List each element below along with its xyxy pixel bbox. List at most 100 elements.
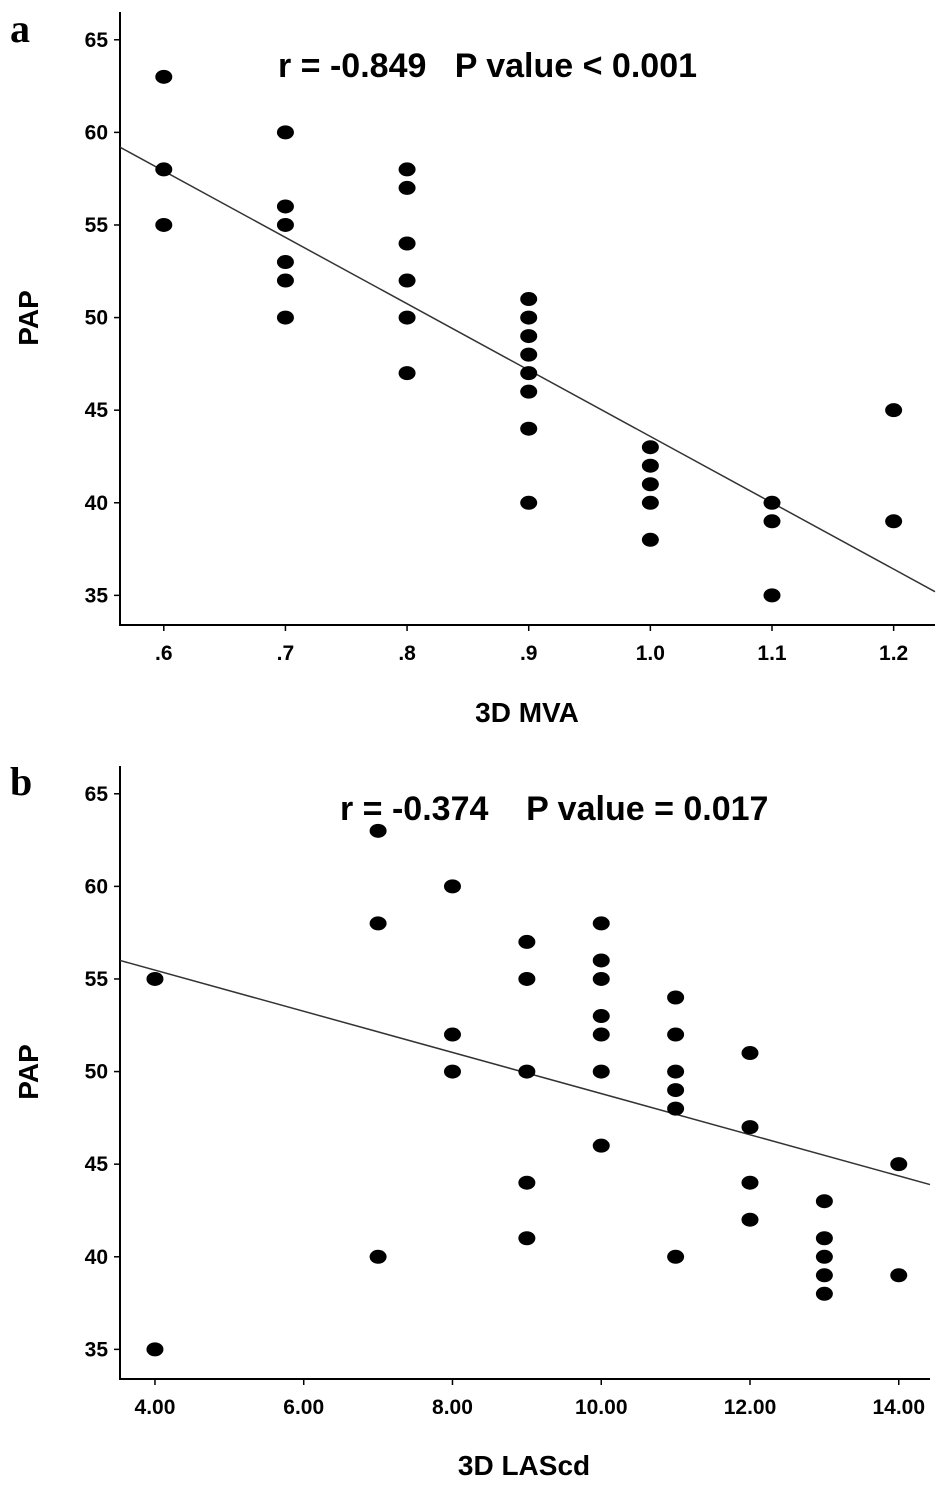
data-point-a: [520, 329, 538, 344]
data-point-b: [815, 1286, 833, 1301]
data-point-a: [641, 477, 659, 492]
data-point-a: [520, 495, 538, 510]
data-point-b: [741, 1175, 759, 1190]
data-point-a: [641, 458, 659, 473]
data-point-a: [520, 310, 538, 325]
panel-a: a r = -0.849 P value < 0.001 3D MVA PAP …: [10, 6, 936, 728]
data-point-b: [815, 1249, 833, 1264]
data-point-a: [155, 162, 173, 177]
data-point-b: [443, 1027, 461, 1042]
x-tick-label-a: .6: [155, 642, 173, 665]
data-point-a: [641, 532, 659, 547]
data-point-a: [763, 514, 781, 529]
data-point-a: [641, 495, 659, 510]
panel-b: b r = -0.374 P value = 0.017 3D LAScd PA…: [10, 759, 931, 1481]
x-axis-title-b: 3D LAScd: [458, 1450, 590, 1481]
x-tick-label-a: 1.0: [636, 642, 665, 665]
data-point-b: [815, 1194, 833, 1209]
y-tick-label-a: 60: [85, 121, 108, 144]
x-tick-label-a: .8: [398, 642, 416, 665]
data-point-b: [815, 1268, 833, 1283]
data-point-a: [520, 384, 538, 399]
data-point-a: [763, 495, 781, 510]
data-point-b: [592, 1138, 610, 1153]
data-point-b: [890, 1157, 908, 1172]
data-point-a: [276, 199, 294, 214]
data-point-a: [398, 273, 416, 288]
y-tick-label-a: 55: [85, 214, 109, 237]
y-axis-title-a: PAP: [13, 290, 44, 346]
correlation-annotation-b: r = -0.374 P value = 0.017: [340, 790, 768, 828]
y-axis-title-b: PAP: [13, 1044, 44, 1100]
data-point-b: [667, 1027, 685, 1042]
data-point-b: [443, 1064, 461, 1079]
y-tick-label-b: 60: [85, 875, 108, 898]
y-tick-label-b: 65: [85, 783, 109, 806]
data-point-a: [155, 217, 173, 232]
x-tick-label-a: 1.2: [879, 642, 908, 665]
x-tick-label-a: .9: [520, 642, 538, 665]
x-tick-label-b: 12.00: [724, 1396, 777, 1419]
y-tick-label-a: 50: [85, 307, 108, 330]
data-point-b: [592, 916, 610, 931]
data-point-b: [518, 934, 536, 949]
y-tick-label-b: 40: [85, 1246, 108, 1269]
data-point-a: [520, 366, 538, 381]
data-point-a: [155, 69, 173, 84]
correlation-annotation-a: r = -0.849 P value < 0.001: [278, 47, 697, 85]
data-point-a: [885, 403, 903, 418]
ticks-b: 4.00 6.00 8.00 10.00 12.00 14.00 35 40 45 50 55 60 6…: [85, 783, 925, 1419]
data-point-b: [518, 1231, 536, 1246]
x-tick-label-b: 14.00: [872, 1396, 925, 1419]
data-point-b: [592, 971, 610, 986]
ticks-a: .6 .7 .8 .9 1.0 1.1 1.2 35 40 45 50 55 60 65: [85, 29, 909, 665]
panel-label-b: b: [10, 759, 32, 804]
data-point-a: [885, 514, 903, 529]
y-tick-label-b: 55: [85, 968, 109, 991]
x-axis-title-a: 3D MVA: [475, 697, 579, 728]
data-point-b: [592, 1009, 610, 1024]
data-point-a: [398, 366, 416, 381]
data-point-b: [667, 1101, 685, 1116]
data-point-b: [815, 1231, 833, 1246]
x-tick-label-b: 4.00: [135, 1396, 176, 1419]
data-point-b: [146, 971, 164, 986]
data-point-b: [741, 1212, 759, 1227]
x-tick-label-a: 1.1: [757, 642, 787, 665]
data-points-b: [146, 823, 908, 1357]
data-point-a: [276, 273, 294, 288]
data-point-b: [667, 990, 685, 1005]
x-tick-label-b: 8.00: [432, 1396, 473, 1419]
data-point-a: [276, 255, 294, 270]
data-point-b: [667, 1083, 685, 1098]
data-point-a: [763, 588, 781, 603]
data-point-b: [592, 1064, 610, 1079]
y-tick-label-b: 45: [85, 1153, 109, 1176]
x-tick-label-b: 10.00: [575, 1396, 628, 1419]
data-point-b: [443, 879, 461, 894]
data-point-a: [276, 310, 294, 325]
data-point-a: [276, 125, 294, 140]
data-point-b: [741, 1120, 759, 1135]
data-point-a: [520, 292, 538, 307]
data-point-a: [520, 347, 538, 362]
y-tick-label-b: 50: [85, 1061, 108, 1084]
panel-label-a: a: [10, 6, 30, 51]
y-tick-label-a: 40: [85, 492, 108, 515]
data-point-b: [146, 1342, 164, 1357]
data-point-a: [520, 421, 538, 436]
data-point-b: [667, 1064, 685, 1079]
y-tick-label-a: 35: [85, 584, 109, 607]
x-tick-label-b: 6.00: [283, 1396, 324, 1419]
y-tick-label-a: 45: [85, 399, 109, 422]
data-point-b: [369, 916, 387, 931]
y-tick-label-a: 65: [85, 29, 109, 52]
data-point-a: [276, 217, 294, 232]
data-point-b: [592, 1027, 610, 1042]
data-point-b: [667, 1249, 685, 1264]
data-point-b: [518, 971, 536, 986]
data-point-a: [398, 162, 416, 177]
data-point-b: [518, 1175, 536, 1190]
